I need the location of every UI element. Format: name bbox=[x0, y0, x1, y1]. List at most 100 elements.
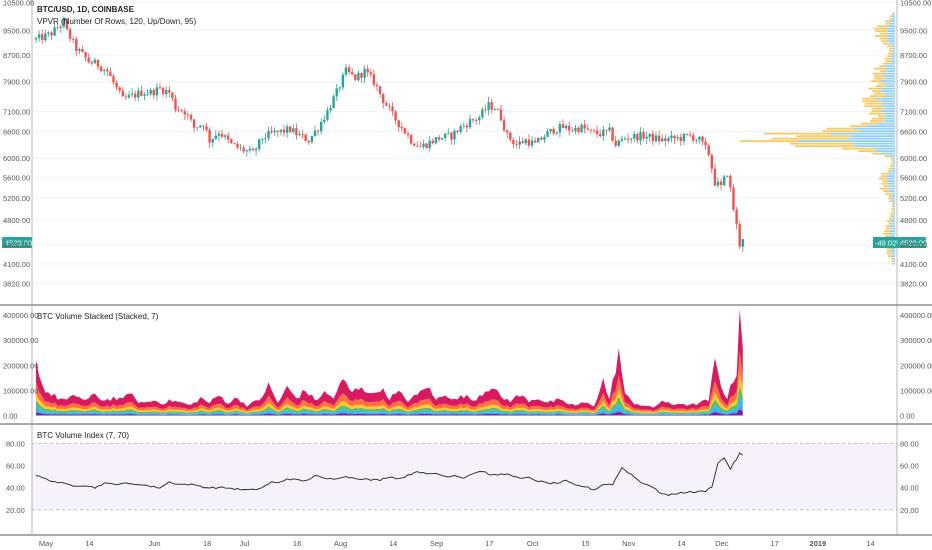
candle-body[interactable] bbox=[214, 135, 217, 139]
candle-body[interactable] bbox=[558, 124, 562, 133]
candle-body[interactable] bbox=[391, 106, 394, 112]
candle-body[interactable] bbox=[608, 127, 611, 131]
candle-body[interactable] bbox=[688, 134, 692, 136]
candle-body[interactable] bbox=[254, 149, 258, 151]
candle-body[interactable] bbox=[661, 138, 664, 142]
candle-body[interactable] bbox=[251, 148, 255, 151]
candle-body[interactable] bbox=[428, 140, 431, 148]
candle-body[interactable] bbox=[93, 59, 97, 64]
candle-body[interactable] bbox=[267, 131, 270, 139]
candle-body[interactable] bbox=[670, 135, 673, 139]
candle-body[interactable] bbox=[636, 133, 639, 141]
candle-body[interactable] bbox=[78, 49, 81, 51]
candle-body[interactable] bbox=[137, 90, 140, 98]
candle-body[interactable] bbox=[527, 139, 531, 146]
candle-body[interactable] bbox=[65, 18, 69, 30]
candle-body[interactable] bbox=[400, 127, 403, 129]
candle-body[interactable] bbox=[168, 89, 171, 93]
candle-body[interactable] bbox=[716, 181, 720, 186]
candle-body[interactable] bbox=[577, 127, 580, 133]
candle-body[interactable] bbox=[530, 140, 534, 146]
candle-body[interactable] bbox=[509, 132, 512, 140]
candle-body[interactable] bbox=[409, 135, 413, 144]
candle-body[interactable] bbox=[493, 109, 496, 110]
candle-body[interactable] bbox=[149, 89, 152, 95]
candle-body[interactable] bbox=[568, 125, 571, 131]
candle-body[interactable] bbox=[667, 138, 670, 142]
candle-body[interactable] bbox=[595, 130, 599, 135]
candle-body[interactable] bbox=[695, 139, 698, 141]
candle-body[interactable] bbox=[109, 71, 112, 77]
candle-body[interactable] bbox=[592, 129, 596, 131]
candle-body[interactable] bbox=[701, 136, 704, 142]
candle-body[interactable] bbox=[106, 69, 109, 72]
candle-body[interactable] bbox=[127, 94, 131, 98]
candle-body[interactable] bbox=[707, 145, 710, 155]
candle-body[interactable] bbox=[586, 128, 589, 130]
candle-body[interactable] bbox=[732, 187, 735, 210]
candle-body[interactable] bbox=[484, 109, 487, 111]
candle-body[interactable] bbox=[307, 141, 310, 143]
candle-body[interactable] bbox=[626, 138, 630, 140]
candle-body[interactable] bbox=[729, 175, 732, 188]
candle-body[interactable] bbox=[289, 126, 292, 133]
candle-body[interactable] bbox=[561, 124, 565, 129]
candle-body[interactable] bbox=[617, 140, 620, 146]
candle-body[interactable] bbox=[546, 131, 549, 137]
candle-body[interactable] bbox=[84, 52, 87, 58]
candle-body[interactable] bbox=[37, 34, 41, 39]
candle-body[interactable] bbox=[611, 127, 614, 141]
candle-body[interactable] bbox=[338, 87, 341, 89]
candle-body[interactable] bbox=[682, 133, 686, 142]
candle-body[interactable] bbox=[518, 141, 521, 145]
candle-body[interactable] bbox=[41, 34, 44, 41]
candle-body[interactable] bbox=[62, 18, 66, 27]
candle-body[interactable] bbox=[419, 146, 422, 148]
candle-body[interactable] bbox=[223, 135, 227, 137]
candle-body[interactable] bbox=[53, 27, 56, 36]
candle-body[interactable] bbox=[227, 135, 230, 140]
candle-body[interactable] bbox=[115, 82, 118, 88]
candle-body[interactable] bbox=[533, 140, 537, 143]
candle-body[interactable] bbox=[487, 102, 490, 110]
candle-body[interactable] bbox=[385, 103, 388, 106]
price-pane[interactable] bbox=[34, 16, 744, 253]
candle-body[interactable] bbox=[96, 59, 100, 67]
candle-body[interactable] bbox=[152, 89, 155, 96]
candle-body[interactable] bbox=[564, 125, 568, 129]
candle-body[interactable] bbox=[425, 143, 428, 148]
candle-body[interactable] bbox=[679, 137, 682, 142]
candle-body[interactable] bbox=[437, 137, 441, 140]
candle-body[interactable] bbox=[375, 84, 379, 87]
candle-body[interactable] bbox=[165, 89, 168, 95]
candle-body[interactable] bbox=[605, 129, 608, 131]
candle-body[interactable] bbox=[192, 119, 196, 128]
candle-body[interactable] bbox=[276, 130, 279, 132]
candle-body[interactable] bbox=[506, 130, 509, 133]
candle-body[interactable] bbox=[68, 29, 72, 39]
candle-body[interactable] bbox=[499, 109, 503, 121]
candle-body[interactable] bbox=[512, 139, 515, 145]
candle-body[interactable] bbox=[633, 133, 636, 139]
candle-body[interactable] bbox=[651, 133, 655, 142]
candle-body[interactable] bbox=[264, 138, 267, 140]
candle-body[interactable] bbox=[44, 33, 47, 41]
candle-body[interactable] bbox=[313, 130, 317, 136]
candle-body[interactable] bbox=[282, 129, 286, 133]
candle-body[interactable] bbox=[490, 102, 493, 110]
candle-body[interactable] bbox=[208, 129, 211, 143]
candle-body[interactable] bbox=[459, 126, 462, 132]
candle-body[interactable] bbox=[657, 135, 661, 142]
candle-body[interactable] bbox=[378, 86, 382, 94]
candle-body[interactable] bbox=[59, 26, 62, 28]
candle-body[interactable] bbox=[50, 32, 53, 36]
candle-body[interactable] bbox=[475, 120, 478, 121]
candle-body[interactable] bbox=[130, 93, 134, 95]
candle-body[interactable] bbox=[202, 125, 205, 127]
candle-body[interactable] bbox=[146, 94, 149, 95]
candle-body[interactable] bbox=[416, 145, 419, 147]
candle-body[interactable] bbox=[205, 126, 208, 130]
candle-body[interactable] bbox=[360, 72, 363, 78]
candle-body[interactable] bbox=[552, 128, 555, 134]
candle-body[interactable] bbox=[298, 134, 301, 136]
